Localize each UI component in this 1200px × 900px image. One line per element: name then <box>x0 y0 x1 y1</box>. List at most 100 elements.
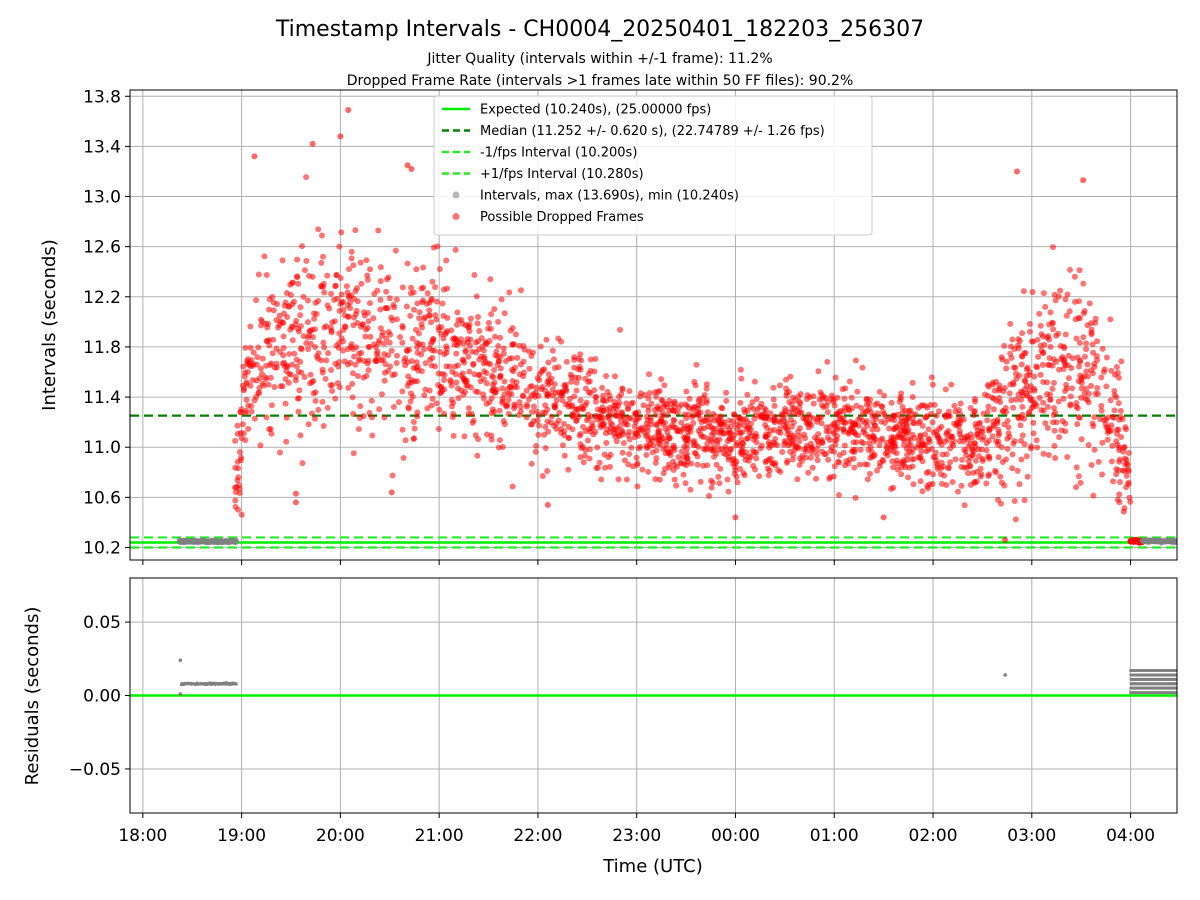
dropped-frame-point <box>925 468 932 475</box>
dropped-frame-point <box>795 393 802 400</box>
dropped-frame-point <box>241 373 248 380</box>
dropped-frame-point <box>453 342 460 349</box>
dropped-frame-point <box>860 429 867 436</box>
dropped-frame-point <box>717 465 724 472</box>
dropped-frame-point <box>1047 343 1054 350</box>
dropped-frame-point <box>942 412 949 419</box>
dropped-frame-point <box>318 259 325 266</box>
dropped-frame-point <box>961 502 968 509</box>
dropped-frame-point <box>549 347 556 354</box>
dropped-frame-point <box>321 289 328 296</box>
dropped-frame-point <box>315 406 322 413</box>
dropped-frame-point <box>592 398 599 405</box>
dropped-frame-point <box>528 352 535 359</box>
dropped-frame-point <box>891 417 898 424</box>
dropped-frame-point <box>1080 280 1087 287</box>
dropped-frame-point <box>587 356 594 363</box>
dropped-frame-point <box>232 497 239 504</box>
dropped-frame-point <box>339 298 346 305</box>
dropped-frame-point <box>260 382 267 389</box>
dropped-frame-point <box>377 264 384 271</box>
dropped-frame-point <box>303 257 310 264</box>
dropped-frame-point <box>789 456 796 463</box>
dropped-frame-point <box>502 402 509 409</box>
dropped-frame-point <box>328 366 335 373</box>
dropped-frame-point <box>762 433 769 440</box>
dropped-frame-point <box>1018 456 1025 463</box>
dropped-frame-point <box>580 459 587 466</box>
dropped-frame-point <box>410 364 417 371</box>
dropped-frame-point <box>1076 267 1083 274</box>
dropped-frame-point <box>361 312 368 319</box>
dropped-frame-point <box>877 437 884 444</box>
dropped-frame-point <box>845 429 852 436</box>
dropped-frame-point <box>586 446 593 453</box>
dropped-frame-point <box>968 434 975 441</box>
dropped-frame-point <box>1010 379 1017 386</box>
dropped-frame-point <box>996 385 1003 392</box>
dropped-frame-point <box>890 434 897 441</box>
dropped-frame-point <box>1074 421 1081 428</box>
dropped-frame-point <box>853 402 860 409</box>
dropped-frame-point <box>377 278 384 285</box>
dropped-frame-point <box>734 479 741 486</box>
dropped-frame-point <box>1007 320 1014 327</box>
dropped-frame-point <box>439 300 446 307</box>
dropped-frame-point <box>512 331 519 338</box>
dropped-frame-point <box>491 367 498 374</box>
dropped-frame-point <box>880 514 887 521</box>
dropped-frame-point <box>1118 358 1125 365</box>
dropped-frame-point <box>427 319 434 326</box>
dropped-frame-point <box>381 414 388 421</box>
dropped-frame-point <box>338 229 345 236</box>
top-reference-lines <box>130 414 1177 549</box>
dropped-frame-point <box>386 339 393 346</box>
dropped-frame-point <box>935 408 942 415</box>
dropped-frame-point <box>403 303 410 310</box>
dropped-frame-point <box>1008 397 1015 404</box>
dropped-frame-point <box>906 448 913 455</box>
dropped-frame-point <box>544 468 551 475</box>
dropped-frame-point <box>765 439 772 446</box>
dropped-frame-point <box>618 391 625 398</box>
dropped-frame-point <box>1111 407 1118 414</box>
dropped-frame-point <box>577 430 584 437</box>
dropped-frame-point <box>336 384 343 391</box>
dropped-frame-point <box>1001 482 1008 489</box>
dropped-frame-point <box>475 314 482 321</box>
dropped-frame-point <box>393 316 400 323</box>
dropped-frame-point <box>606 412 613 419</box>
dropped-frame-point <box>919 402 926 409</box>
dropped-frame-point <box>1088 331 1095 338</box>
dropped-frame-point <box>1073 335 1080 342</box>
dropped-frame-point <box>557 392 564 399</box>
dropped-frame-point <box>299 460 306 467</box>
dropped-frame-point <box>533 442 540 449</box>
dropped-frame-point <box>377 325 384 332</box>
residual-point <box>234 682 238 686</box>
dropped-frame-point <box>703 381 710 388</box>
dropped-frame-point <box>703 385 710 392</box>
dropped-frame-point <box>646 371 653 378</box>
dropped-frame-point <box>931 401 938 408</box>
dropped-frame-point <box>828 444 835 451</box>
dropped-frame-point <box>928 445 935 452</box>
dropped-frame-point <box>609 421 616 428</box>
dropped-frame-point <box>983 447 990 454</box>
dropped-frame-point <box>1089 341 1096 348</box>
dropped-frame-point <box>770 396 777 403</box>
bottom-x-tick-label: 23:00 <box>612 826 661 846</box>
bottom-residual-points <box>178 658 1177 696</box>
dropped-frame-point <box>443 329 450 336</box>
dropped-frame-point <box>631 423 638 430</box>
dropped-frame-point <box>943 482 950 489</box>
dropped-frame-point <box>639 424 646 431</box>
dropped-frame-point <box>451 335 458 342</box>
dropped-frame-point <box>1013 396 1020 403</box>
dropped-frame-point <box>905 474 912 481</box>
dropped-frame-point <box>349 394 356 401</box>
dropped-frame-point <box>413 266 420 273</box>
dropped-frame-point <box>971 395 978 402</box>
bottom-x-ticks: 18:00 19:00 20:00 21:00 22:00 23:00 00:00 01:00… <box>118 813 1155 846</box>
dropped-frame-point <box>943 429 950 436</box>
